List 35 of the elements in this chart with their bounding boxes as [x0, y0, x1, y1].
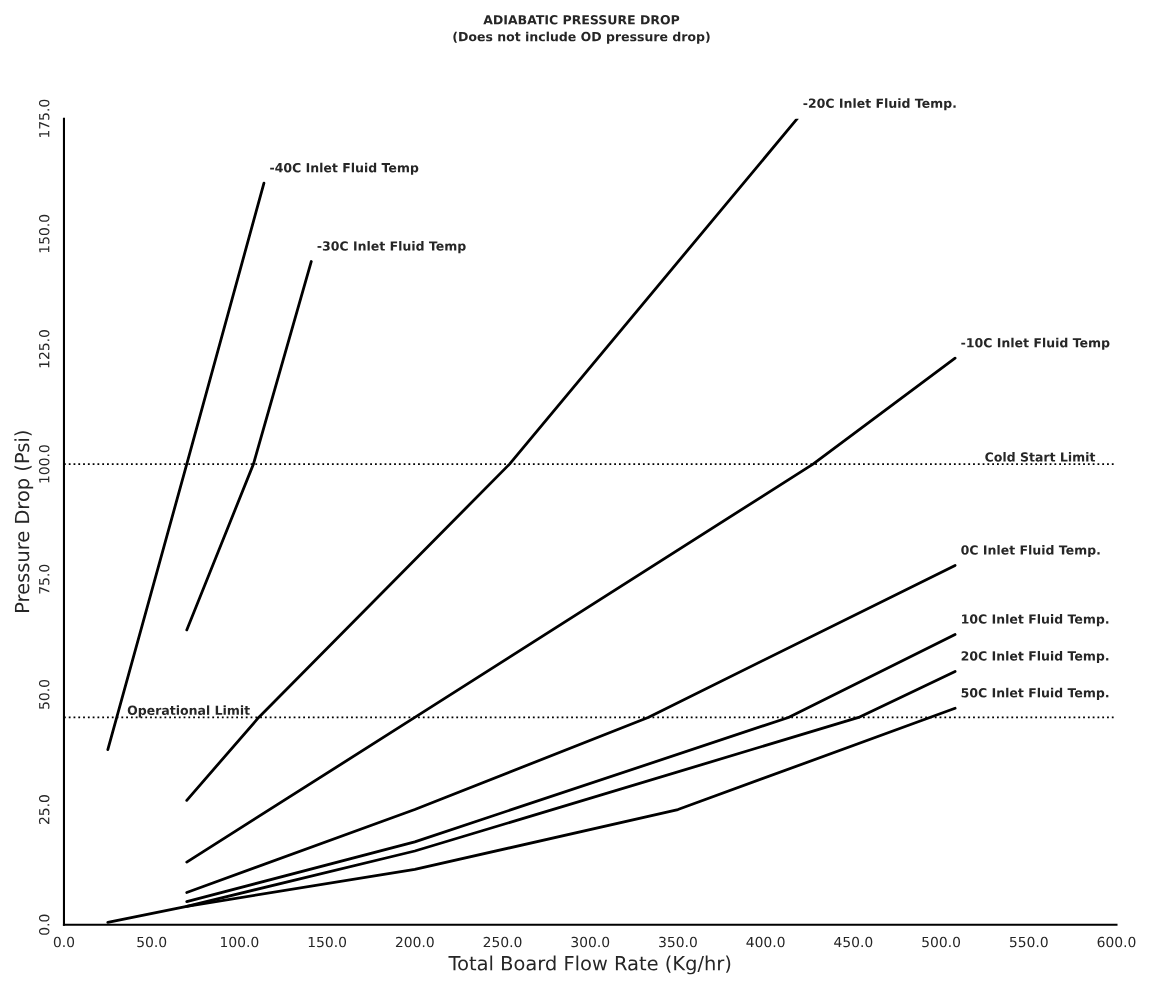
x-tick-label: 300.0: [571, 936, 610, 948]
series-label: -40C Inlet Fluid Temp: [270, 162, 419, 175]
series-label: 0C Inlet Fluid Temp.: [961, 545, 1100, 558]
x-tick-label: 150.0: [308, 936, 347, 948]
x-tick-label: 350.0: [659, 936, 697, 948]
y-axis-title: Pressure Drop (Psi): [14, 431, 34, 612]
y-tick-label: 75.0: [38, 564, 50, 594]
x-axis-title: Total Board Flow Rate (Kg/hr): [448, 955, 731, 975]
x-tick-label: 450.0: [834, 936, 873, 948]
series-label: -10C Inlet Fluid Temp: [961, 337, 1110, 350]
y-tick-label: 125.0: [38, 330, 50, 368]
series-label: -20C Inlet Fluid Temp.: [803, 98, 956, 111]
y-tick-label: 50.0: [38, 679, 50, 709]
x-tick-label: 500.0: [922, 936, 961, 948]
x-tick-label: 50.0: [137, 936, 167, 948]
ref-line-label: Cold Start Limit: [985, 452, 1096, 462]
x-tick-label: 550.0: [1009, 936, 1048, 948]
chart-subtitle: (Does not include OD pressure drop): [453, 31, 710, 44]
ref-line-label: Operational Limit: [127, 705, 250, 718]
y-tick-label: 0.0: [38, 914, 50, 935]
y-tick-label: 100.0: [38, 445, 50, 483]
x-tick-label: 100.0: [221, 936, 259, 948]
series-label: 50C Inlet Fluid Temp.: [961, 687, 1109, 700]
x-tick-label: 600.0: [1097, 936, 1136, 948]
x-tick-label: 400.0: [746, 936, 785, 948]
y-tick-label: 150.0: [38, 214, 50, 253]
y-tick-label: 175.0: [38, 99, 50, 138]
x-tick-label: 200.0: [395, 936, 434, 948]
x-tick-label: 0.0: [53, 936, 75, 948]
y-tick-label: 25.0: [38, 795, 50, 825]
series-label: -30C Inlet Fluid Temp: [317, 241, 466, 254]
series-label: 10C Inlet Fluid Temp.: [962, 614, 1109, 627]
series-label: 20C Inlet Fluid Temp.: [961, 650, 1109, 664]
x-tick-label: 250.0: [483, 936, 522, 948]
chart-title: ADIABATIC PRESSURE DROP: [483, 15, 680, 25]
